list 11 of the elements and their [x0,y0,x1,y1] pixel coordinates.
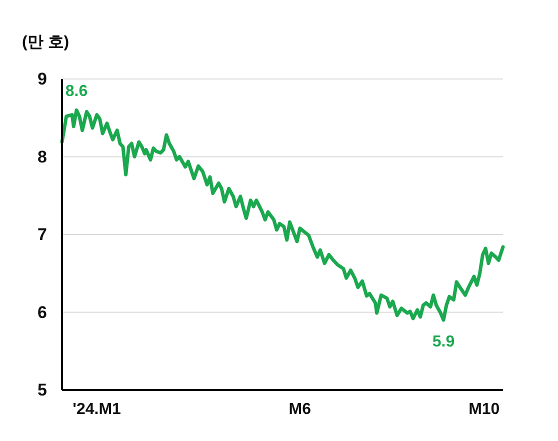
y-tick-label: 9 [38,70,47,88]
y-tick-label: 5 [38,380,47,400]
y-tick-label: 8 [38,147,47,166]
y-tick-label: 7 [38,225,47,244]
y-tick-label: 6 [38,302,47,322]
annotation: 5.9 [432,333,455,350]
annotation: 8.6 [65,83,88,100]
x-tick-label: M6 [288,401,312,418]
x-tick-label: '24.M1 [72,401,122,418]
y-axis-title: (만 호) [22,34,70,51]
x-tick-label: M10 [468,401,500,418]
